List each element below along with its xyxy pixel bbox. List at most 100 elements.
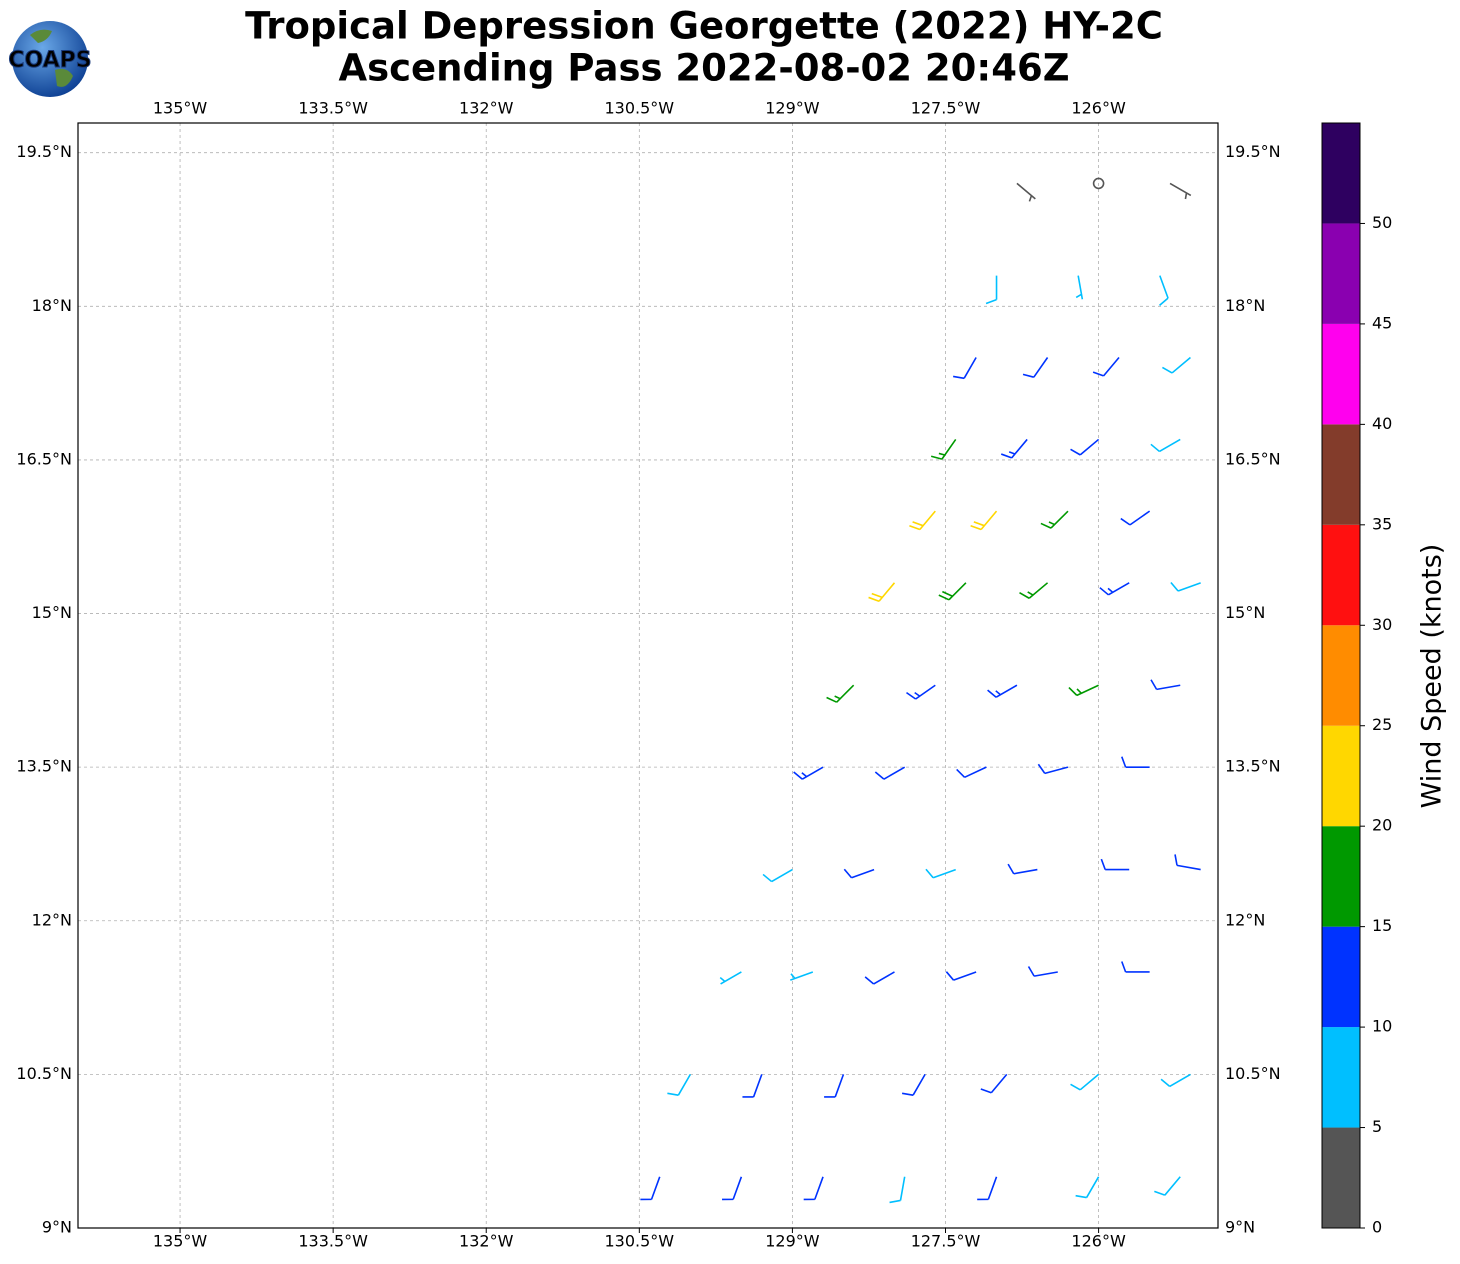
barb-shape: [843, 868, 875, 879]
y-tick-label: 10.5°N: [16, 1064, 72, 1083]
wind-barb: [1121, 756, 1150, 768]
x-tick-label: 129°W: [765, 99, 820, 118]
y-tick-label: 16.5°N: [16, 449, 72, 468]
barb-shape: [1159, 275, 1169, 306]
y-tick-label: 12°N: [1225, 910, 1265, 929]
wind-barb: [970, 510, 998, 531]
wind-barb: [864, 971, 895, 985]
barb-shape: [1019, 582, 1049, 599]
y-tick-label: 15°N: [1225, 603, 1265, 622]
wind-barb: [987, 684, 1018, 698]
colorbar-tick-label: 50: [1372, 213, 1392, 232]
barb-shape: [868, 582, 896, 602]
barb-shape: [1016, 182, 1036, 202]
colorbar-bin: [1322, 123, 1360, 224]
barb-shape: [826, 684, 855, 703]
wind-barb: [1075, 275, 1084, 300]
barb-shape: [909, 510, 936, 531]
x-tick-label: 133.5°W: [298, 1232, 368, 1251]
wind-barb: [1068, 684, 1099, 697]
wind-barb: [742, 1074, 763, 1098]
barb-shape: [722, 1176, 743, 1201]
barb-shape: [987, 684, 1018, 698]
colorbar-bin: [1322, 625, 1360, 726]
barb-shape: [1070, 438, 1100, 456]
barb-shape: [985, 275, 998, 305]
y-tick-label: 13.5°N: [1225, 757, 1281, 776]
title-line: Tropical Depression Georgette (2022) HY-…: [245, 5, 1163, 48]
colorbar-bin: [1322, 926, 1360, 1028]
barb-shape: [1007, 863, 1038, 875]
colorbar-tick-label: 0: [1372, 1218, 1382, 1237]
y-tick-label: 18°N: [32, 296, 72, 315]
barb-shape: [640, 1176, 661, 1201]
wind-barb: [874, 766, 906, 780]
wind-barb: [977, 1176, 998, 1201]
x-tick-label: 129°W: [765, 1232, 820, 1251]
barb-shape: [864, 971, 895, 985]
wind-barb: [1000, 438, 1028, 459]
y-tick-label: 10.5°N: [1225, 1064, 1281, 1083]
wind-barb: [1022, 357, 1049, 378]
y-tick-label: 19.5°N: [16, 142, 72, 161]
colorbar-bin: [1322, 524, 1360, 626]
wind-barb: [1027, 966, 1058, 977]
colorbar-tick-label: 10: [1372, 1017, 1392, 1036]
barb-shape: [789, 971, 814, 981]
wind-barb: [945, 971, 977, 981]
barb-shape: [1120, 510, 1151, 526]
x-tick-label: 127.5°W: [911, 99, 981, 118]
colorbar-tick-label: 20: [1372, 816, 1392, 835]
barb-shape: [1037, 763, 1069, 775]
plot-frame: [77, 122, 1219, 1229]
x-tick-label: 135°W: [153, 1232, 208, 1251]
wind-barb: [843, 868, 875, 879]
title-line: Ascending Pass 2022-08-02 20:46Z: [338, 47, 1069, 90]
barb-shape: [1070, 1073, 1100, 1091]
wind-barb: [1160, 1073, 1191, 1088]
wind-barb: [1016, 182, 1036, 202]
barb-shape: [1068, 684, 1099, 697]
colorbar-bin: [1322, 1127, 1360, 1228]
y-tick-label: 9°N: [1225, 1218, 1255, 1237]
barb-shape: [1169, 182, 1192, 200]
y-tick-label: 9°N: [42, 1218, 72, 1237]
barb-shape: [1121, 961, 1150, 973]
colorbar-tick-label: 25: [1372, 715, 1392, 734]
x-tick-label: 126°W: [1071, 99, 1126, 118]
wind-barb: [640, 1176, 661, 1201]
wind-barb: [803, 1176, 824, 1201]
y-tick-label: 13.5°N: [16, 757, 72, 776]
wind-barb: [1092, 357, 1120, 377]
wind-barb: [719, 971, 742, 985]
barb-shape: [1075, 275, 1084, 300]
barb-shape: [970, 510, 998, 531]
colorbar-tick-label: 45: [1372, 313, 1392, 332]
x-tick-label: 132°W: [459, 1232, 514, 1251]
y-tick-label: 19.5°N: [1225, 142, 1281, 161]
barb-shape: [803, 1176, 824, 1201]
wind-barb: [930, 438, 957, 460]
wind-barb: [901, 1073, 926, 1096]
barb-shape: [1121, 756, 1150, 768]
x-tick-label: 126°W: [1071, 1232, 1126, 1251]
wind-barb: [956, 766, 987, 779]
barb-shape: [1174, 854, 1201, 871]
colorbar-tick-label: 30: [1372, 615, 1392, 634]
y-tick-label: 12°N: [32, 910, 72, 929]
wind-barb: [1150, 679, 1181, 691]
wind-barb: [1092, 177, 1105, 190]
y-tick-label: 18°N: [1225, 296, 1265, 315]
x-tick-label: 127.5°W: [911, 1232, 981, 1251]
wind-barb: [793, 766, 824, 780]
barb-shape: [762, 868, 793, 883]
x-tick-label: 133.5°W: [298, 99, 368, 118]
wind-barb: [868, 582, 896, 602]
wind-barb: [1161, 356, 1191, 374]
wind-barb: [985, 275, 998, 305]
y-tick-label: 15°N: [32, 603, 72, 622]
barb-shape: [1099, 582, 1130, 596]
x-tick-label: 135°W: [153, 99, 208, 118]
barb-shape: [1154, 1176, 1181, 1196]
